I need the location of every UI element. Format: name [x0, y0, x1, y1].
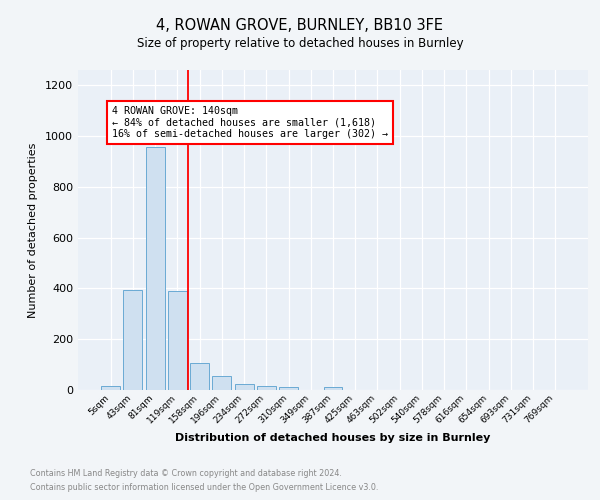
Text: Contains public sector information licensed under the Open Government Licence v3: Contains public sector information licen…: [30, 484, 379, 492]
Bar: [257, 386, 276, 390]
Bar: [235, 384, 254, 390]
Text: Contains HM Land Registry data © Crown copyright and database right 2024.: Contains HM Land Registry data © Crown c…: [30, 468, 342, 477]
Text: 4, ROWAN GROVE, BURNLEY, BB10 3FE: 4, ROWAN GROVE, BURNLEY, BB10 3FE: [157, 18, 443, 32]
Text: Size of property relative to detached houses in Burnley: Size of property relative to detached ho…: [137, 38, 463, 51]
Bar: [323, 386, 343, 390]
Bar: [212, 376, 231, 390]
X-axis label: Distribution of detached houses by size in Burnley: Distribution of detached houses by size …: [175, 433, 491, 443]
Bar: [124, 290, 142, 390]
Text: 4 ROWAN GROVE: 140sqm
← 84% of detached houses are smaller (1,618)
16% of semi-d: 4 ROWAN GROVE: 140sqm ← 84% of detached …: [112, 106, 388, 139]
Bar: [101, 386, 120, 390]
Bar: [279, 386, 298, 390]
Y-axis label: Number of detached properties: Number of detached properties: [28, 142, 38, 318]
Bar: [168, 291, 187, 390]
Bar: [190, 364, 209, 390]
Bar: [146, 148, 164, 390]
